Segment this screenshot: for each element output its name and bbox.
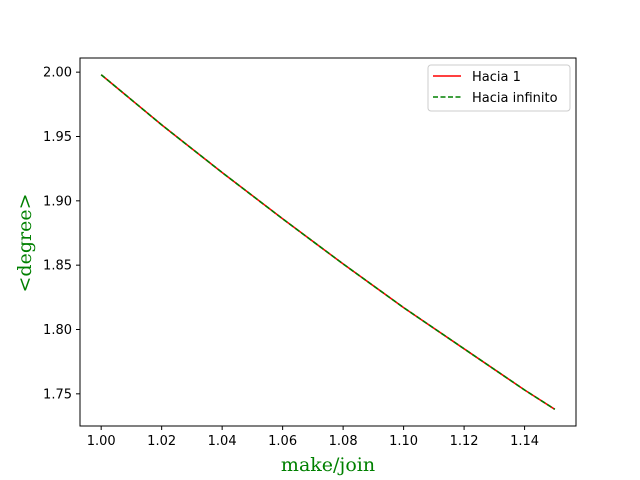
x-tick-label: 1.00 <box>87 434 116 449</box>
y-tick-label: 1.90 <box>43 194 72 209</box>
y-axis: 1.75 1.80 1.85 1.90 1.95 2.00 <box>43 66 80 402</box>
y-tick-label: 1.75 <box>43 387 72 402</box>
x-tick-label: 1.02 <box>147 434 176 449</box>
x-tick-label: 1.04 <box>208 434 237 449</box>
x-tick-label: 1.14 <box>510 434 539 449</box>
legend: Hacia 1 Hacia infinito <box>427 64 571 112</box>
x-tick-label: 1.10 <box>389 434 418 449</box>
x-tick-label: 1.12 <box>450 434 479 449</box>
legend-label-hacia-1: Hacia 1 <box>472 70 521 85</box>
y-tick-label: 1.80 <box>43 323 72 338</box>
y-tick-label: 1.85 <box>43 259 72 274</box>
legend-label-hacia-infinito: Hacia infinito <box>472 91 558 106</box>
y-tick-label: 1.95 <box>43 130 72 145</box>
x-axis: 1.00 1.02 1.04 1.06 1.08 1.10 1.12 1.14 <box>87 426 539 449</box>
y-tick-label: 2.00 <box>43 66 72 81</box>
series-line-hacia-infinito <box>100 74 556 410</box>
x-axis-label: make/join <box>281 454 375 476</box>
x-tick-label: 1.08 <box>329 434 358 449</box>
x-tick-label: 1.06 <box>268 434 297 449</box>
legend-box <box>427 64 571 112</box>
y-axis-label: <degree> <box>14 194 36 293</box>
series-layer <box>100 74 556 410</box>
plot-frame <box>79 57 577 427</box>
